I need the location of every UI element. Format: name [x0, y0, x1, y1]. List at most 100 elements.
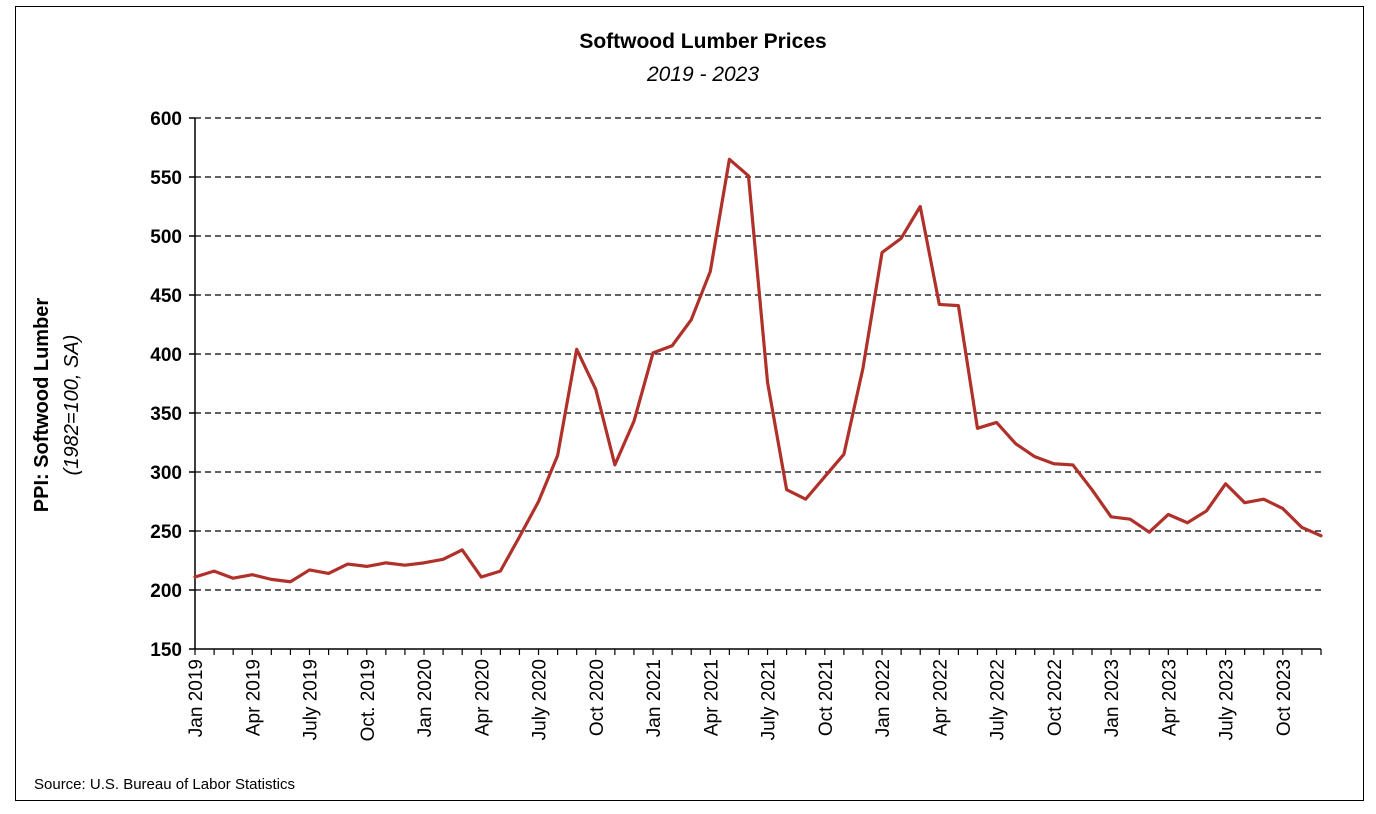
data-point — [594, 387, 598, 391]
data-point — [1204, 509, 1208, 513]
data-point — [403, 563, 407, 567]
data-point — [670, 344, 674, 348]
chart-frame — [15, 6, 1364, 801]
y-axis-sublabel: (1982=100, SA) — [61, 335, 83, 476]
data-point — [1262, 497, 1266, 501]
x-tick-label: July 2019 — [301, 659, 322, 740]
x-tick-label: July 2020 — [530, 659, 551, 740]
data-point — [537, 500, 541, 504]
x-tick-label: Jan 2021 — [644, 659, 665, 737]
data-point — [823, 475, 827, 479]
data-point — [1147, 530, 1151, 534]
x-tick-label: Apr 2019 — [243, 659, 264, 736]
data-point — [861, 366, 865, 370]
x-tick-label: Oct 2021 — [816, 659, 837, 736]
x-tick-label: Apr 2021 — [701, 659, 722, 736]
x-tick-label: July 2023 — [1217, 659, 1238, 740]
data-point — [269, 577, 273, 581]
data-point — [422, 561, 426, 565]
source-note: Source: U.S. Bureau of Labor Statistics — [34, 776, 295, 793]
data-point — [708, 269, 712, 273]
data-point — [1033, 455, 1037, 459]
data-point — [746, 174, 750, 178]
data-point — [899, 236, 903, 240]
data-point — [250, 573, 254, 577]
x-tick-label: July 2022 — [988, 659, 1009, 740]
data-point — [1052, 462, 1056, 466]
data-point — [212, 569, 216, 573]
data-point — [727, 157, 731, 161]
y-tick-label: 550 — [150, 168, 182, 189]
x-tick-label: Jan 2023 — [1102, 659, 1123, 737]
data-point — [804, 497, 808, 501]
data-point — [1166, 512, 1170, 516]
data-point — [613, 463, 617, 467]
data-point — [327, 571, 331, 575]
data-point — [479, 575, 483, 579]
data-point — [1224, 482, 1228, 486]
data-point — [842, 452, 846, 456]
data-point — [956, 304, 960, 308]
y-tick-label: 350 — [150, 404, 182, 425]
data-point — [1319, 534, 1323, 538]
x-tick-label: Oct 2022 — [1045, 659, 1066, 736]
data-point — [288, 580, 292, 584]
chart-title: Softwood Lumber Prices — [579, 30, 826, 53]
axes — [189, 117, 1322, 655]
data-point — [689, 318, 693, 322]
data-point — [346, 562, 350, 566]
data-point — [975, 426, 979, 430]
x-tick-label: Jan 2019 — [186, 659, 207, 737]
data-point — [384, 561, 388, 565]
data-point — [1109, 515, 1113, 519]
data-point — [785, 488, 789, 492]
x-tick-label: Oct 2020 — [587, 659, 608, 736]
y-tick-label: 500 — [150, 227, 182, 248]
data-point — [498, 569, 502, 573]
data-point — [1281, 507, 1285, 511]
data-point — [193, 575, 197, 579]
x-tick-labels: Jan 2019 Apr 2019 July 2019 Oct. 2019 Jan 20… — [186, 659, 1295, 741]
x-tick-label: Oct 2023 — [1274, 659, 1295, 736]
data-point — [308, 568, 312, 572]
y-tick-label: 450 — [150, 286, 182, 307]
data-point — [918, 205, 922, 209]
data-point — [651, 351, 655, 355]
data-point — [995, 420, 999, 424]
data-point — [231, 576, 235, 580]
x-tick-label: Jan 2022 — [873, 659, 894, 737]
data-point — [1071, 463, 1075, 467]
series-line — [193, 157, 1323, 584]
x-tick-label: Jan 2020 — [415, 659, 436, 737]
data-point — [880, 251, 884, 255]
data-point — [1243, 501, 1247, 505]
x-tick-label: July 2021 — [759, 659, 780, 740]
y-tick-label: 150 — [150, 640, 182, 661]
y-tick-label: 200 — [150, 581, 182, 602]
data-point — [766, 380, 770, 384]
series-layer — [193, 157, 1323, 584]
gridlines — [195, 117, 1321, 591]
y-axis-label: PPI: Softwood Lumber — [31, 298, 53, 513]
data-point — [365, 564, 369, 568]
data-point — [517, 535, 521, 539]
data-point — [1185, 521, 1189, 525]
data-point — [1014, 442, 1018, 446]
data-point — [441, 557, 445, 561]
chart-subtitle: 2019 - 2023 — [646, 63, 759, 86]
data-point — [1300, 525, 1304, 529]
y-tick-labels: 150 200 250 300 350 400 450 500 550 600 — [150, 109, 182, 661]
x-tick-label: Apr 2020 — [472, 659, 493, 736]
data-point — [460, 548, 464, 552]
x-tick-label: Apr 2022 — [930, 659, 951, 736]
x-tick-label: Apr 2023 — [1159, 659, 1180, 736]
y-tick-label: 300 — [150, 463, 182, 484]
data-point — [575, 347, 579, 351]
y-tick-label: 250 — [150, 522, 182, 543]
data-point — [556, 453, 560, 457]
y-tick-label: 600 — [150, 109, 182, 130]
data-point — [1090, 488, 1094, 492]
y-tick-label: 400 — [150, 345, 182, 366]
data-point — [1128, 517, 1132, 521]
